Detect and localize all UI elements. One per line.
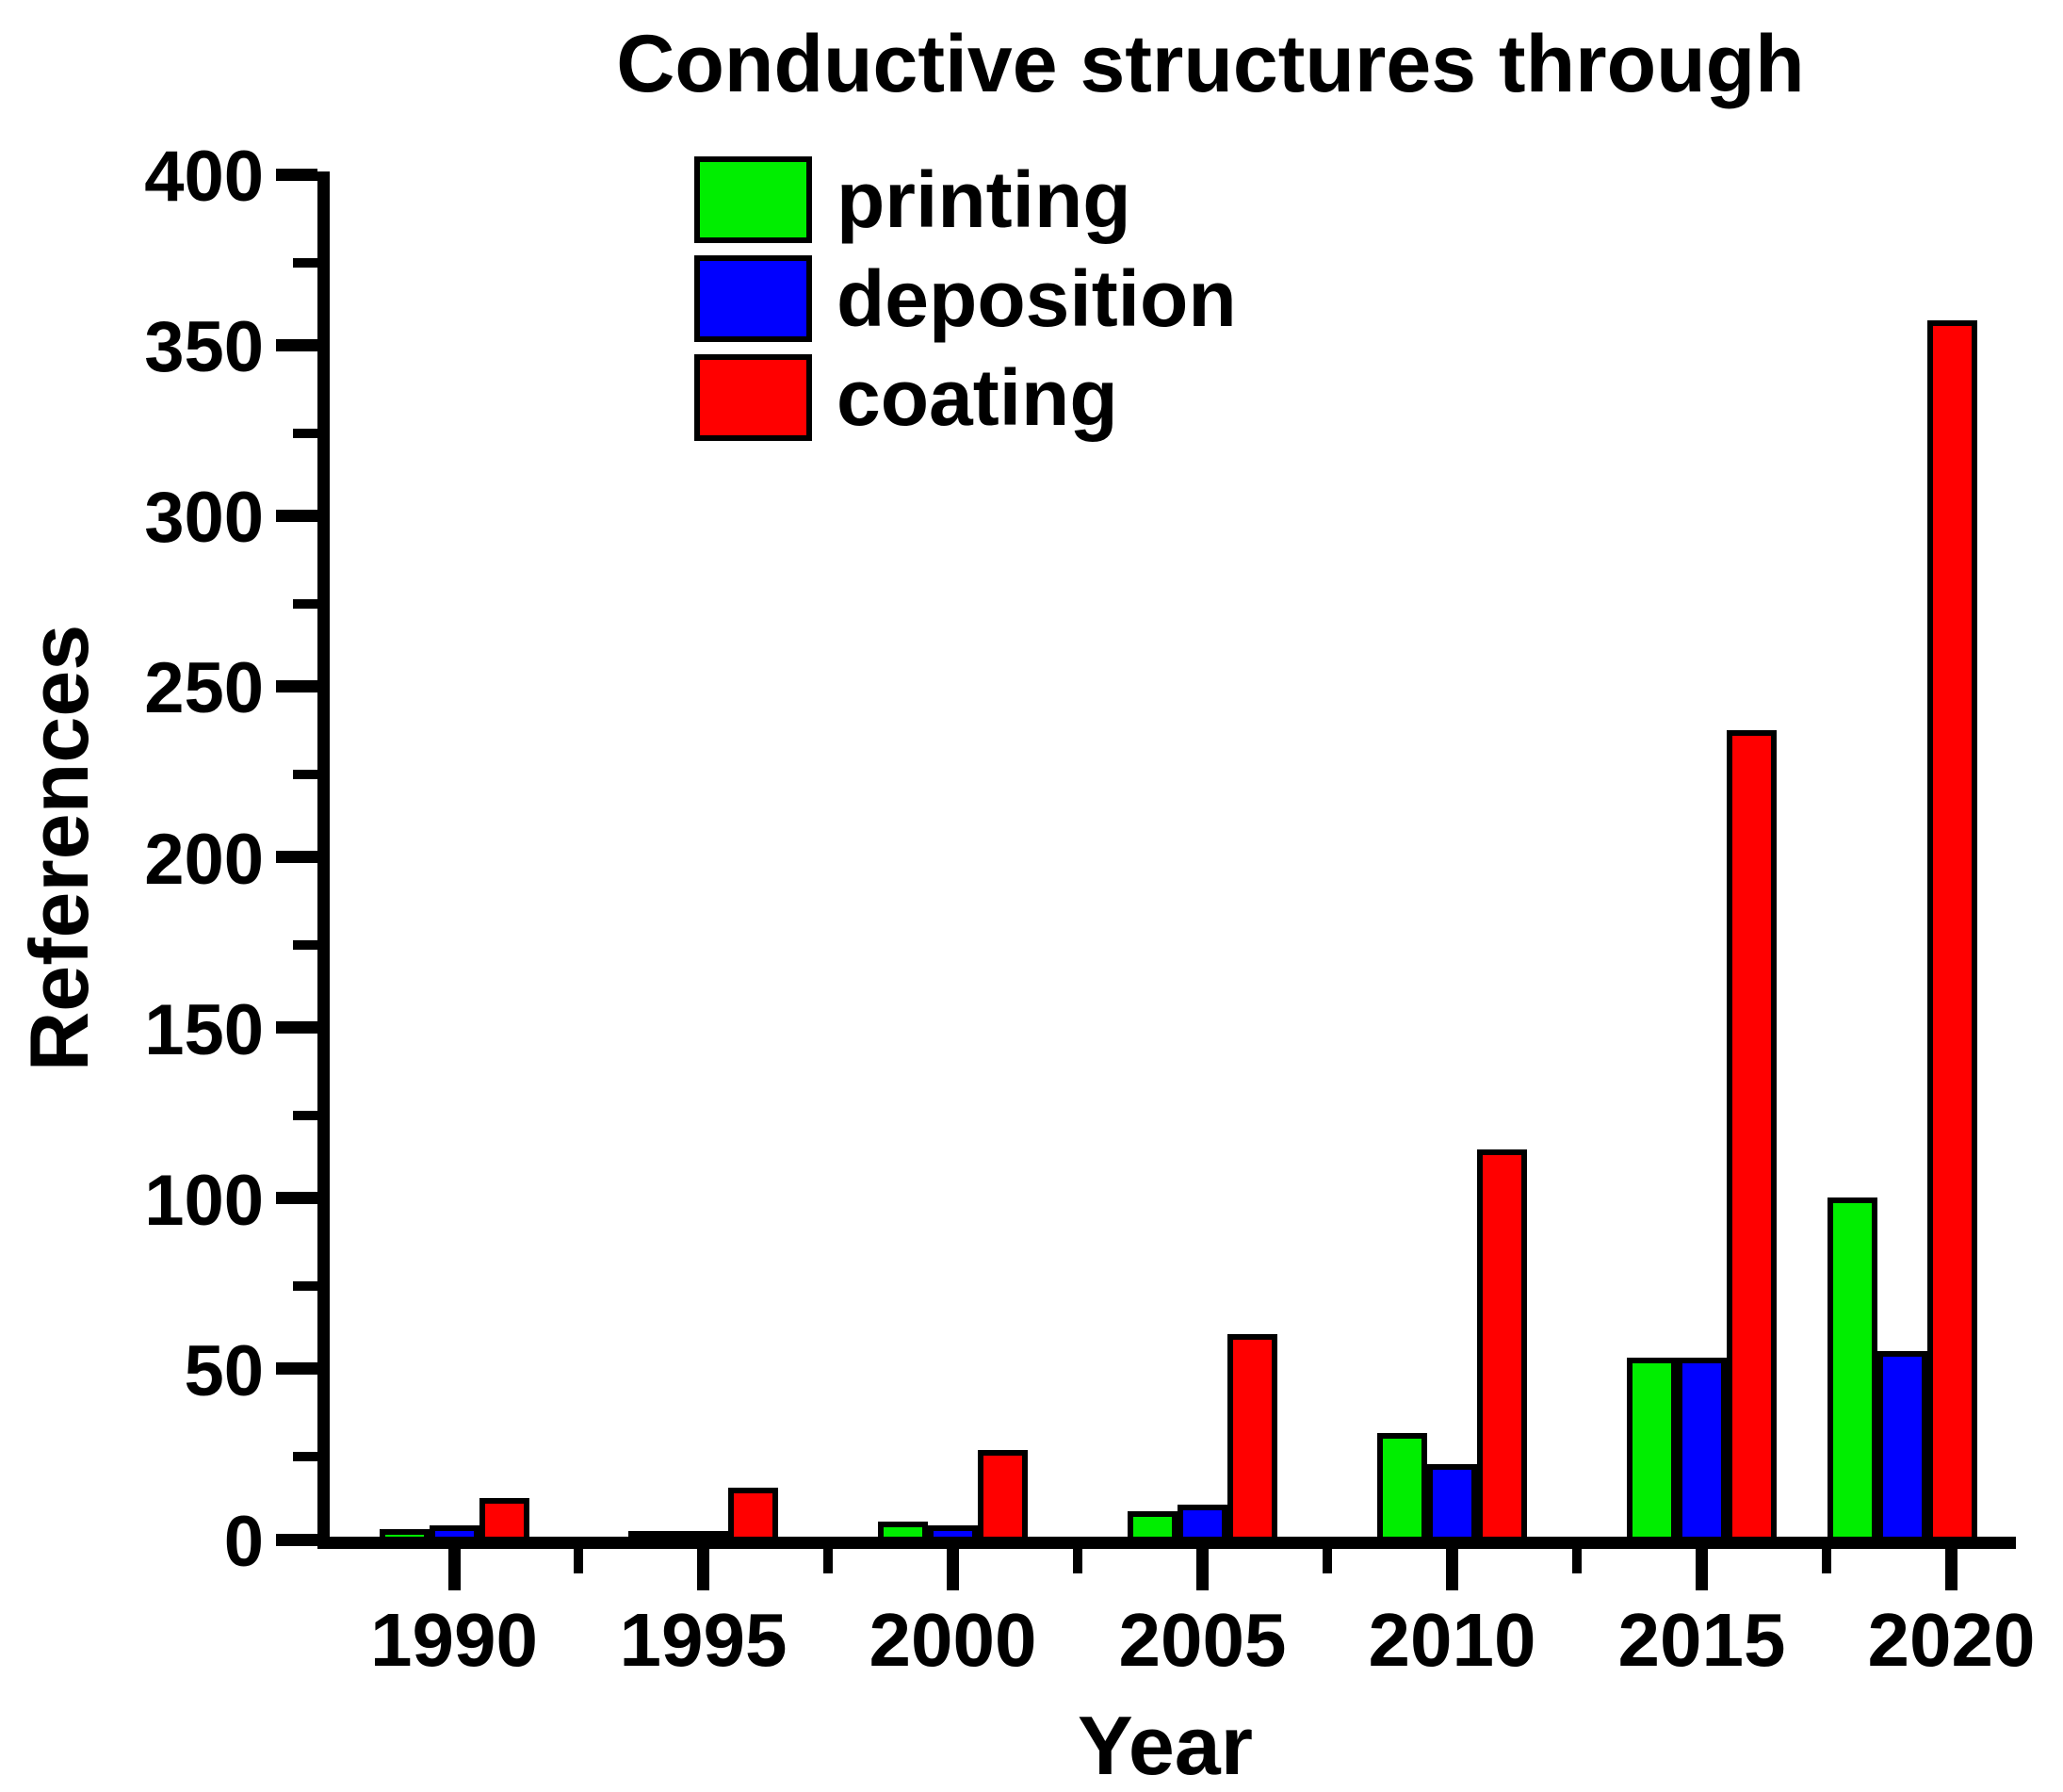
- bar-printing-1995: [628, 1531, 678, 1542]
- bar-printing-1990: [379, 1528, 430, 1542]
- bar-coating-1990: [479, 1497, 529, 1542]
- y-minor-tick-75: [293, 1281, 317, 1292]
- y-minor-tick-225: [293, 769, 317, 779]
- y-tick-400: [276, 168, 317, 181]
- bar-coating-1995: [728, 1488, 778, 1542]
- y-tick-label-350: 350: [144, 307, 264, 388]
- x-minor-tick-2: [1073, 1549, 1082, 1573]
- y-tick-label-50: 50: [184, 1330, 264, 1411]
- x-tick-2005: [1196, 1549, 1209, 1590]
- bar-deposition-2015: [1677, 1358, 1727, 1542]
- chart-title: Conductive structures through: [616, 19, 1805, 109]
- bar-coating-2005: [1227, 1334, 1277, 1542]
- y-tick-label-250: 250: [144, 648, 264, 729]
- legend-swatch-printing: [694, 156, 812, 243]
- bar-deposition-1995: [678, 1531, 728, 1542]
- legend-swatch-coating: [694, 354, 812, 441]
- x-tick-2015: [1696, 1549, 1708, 1590]
- x-minor-tick-4: [1572, 1549, 1582, 1573]
- legend-label-printing: printing: [837, 155, 1131, 244]
- x-minor-tick-3: [1323, 1549, 1332, 1573]
- x-tick-label-2015: 2015: [1617, 1598, 1786, 1682]
- bar-coating-2020: [1926, 320, 1977, 1542]
- y-minor-tick-275: [293, 598, 317, 609]
- y-tick-200: [276, 851, 317, 863]
- legend-label-coating: coating: [837, 353, 1118, 442]
- bar-deposition-1990: [429, 1524, 479, 1542]
- y-tick-100: [276, 1192, 317, 1205]
- y-minor-tick-175: [293, 940, 317, 951]
- y-tick-label-300: 300: [144, 478, 264, 559]
- bar-coating-2000: [978, 1450, 1028, 1542]
- bar-deposition-2010: [1427, 1463, 1477, 1542]
- x-minor-tick-5: [1822, 1549, 1831, 1573]
- bar-deposition-2005: [1178, 1505, 1227, 1542]
- x-tick-label-2010: 2010: [1368, 1598, 1536, 1682]
- y-axis-line: [317, 171, 330, 1549]
- y-tick-300: [276, 509, 317, 522]
- y-tick-label-150: 150: [144, 989, 264, 1070]
- y-tick-150: [276, 1021, 317, 1034]
- x-minor-tick-0: [574, 1549, 584, 1573]
- bar-printing-2005: [1128, 1511, 1178, 1542]
- x-tick-1990: [447, 1549, 461, 1590]
- x-tick-label-2000: 2000: [869, 1598, 1037, 1682]
- y-minor-tick-125: [293, 1111, 317, 1121]
- bar-printing-2015: [1627, 1358, 1677, 1542]
- x-minor-tick-1: [823, 1549, 833, 1573]
- x-tick-label-2020: 2020: [1867, 1598, 2036, 1682]
- y-tick-50: [276, 1362, 317, 1376]
- bar-printing-2000: [878, 1522, 928, 1542]
- y-tick-0: [276, 1533, 317, 1546]
- bar-coating-2010: [1477, 1149, 1527, 1542]
- y-tick-label-200: 200: [144, 819, 264, 900]
- y-tick-label-100: 100: [144, 1160, 264, 1241]
- x-tick-label-1995: 1995: [619, 1598, 788, 1682]
- y-tick-label-400: 400: [144, 137, 264, 217]
- x-tick-1995: [697, 1549, 709, 1590]
- x-tick-label-2005: 2005: [1118, 1598, 1287, 1682]
- y-tick-350: [276, 338, 317, 351]
- x-tick-2010: [1446, 1549, 1458, 1590]
- legend-label-deposition: deposition: [837, 254, 1237, 343]
- y-minor-tick-25: [293, 1452, 317, 1462]
- legend-swatch-deposition: [694, 255, 812, 342]
- bar-printing-2010: [1377, 1433, 1427, 1542]
- y-tick-label-0: 0: [223, 1502, 264, 1582]
- bar-coating-2015: [1727, 729, 1777, 1542]
- y-minor-tick-375: [293, 257, 317, 268]
- bar-deposition-2000: [928, 1524, 978, 1542]
- x-tick-2020: [1945, 1549, 1957, 1590]
- x-tick-label-1990: 1990: [370, 1598, 538, 1682]
- bar-deposition-2020: [1876, 1351, 1927, 1542]
- y-minor-tick-325: [293, 428, 317, 438]
- x-tick-2000: [947, 1549, 959, 1590]
- bar-printing-2020: [1827, 1197, 1877, 1542]
- x-axis-title: Year: [1078, 1699, 1253, 1792]
- y-tick-250: [276, 679, 317, 692]
